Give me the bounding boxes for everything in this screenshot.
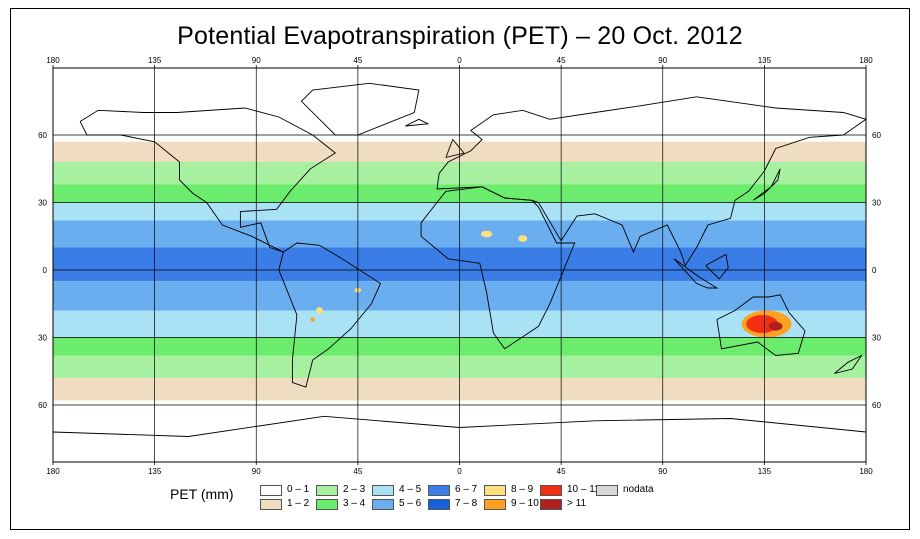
map-title: Potential Evapotranspiration (PET) – 20 … bbox=[177, 22, 743, 50]
coastline bbox=[300, 82, 420, 136]
lon-tick-label: 90 bbox=[658, 467, 667, 476]
legend-label: 7 – 8 bbox=[455, 498, 478, 509]
graticule bbox=[53, 68, 866, 462]
legend-swatch bbox=[596, 485, 618, 496]
coastline bbox=[420, 186, 576, 350]
legend-label: 2 – 3 bbox=[343, 484, 366, 495]
legend-swatch bbox=[260, 485, 282, 496]
lon-tick-label: 45 bbox=[353, 467, 362, 476]
legend-label: > 11 bbox=[567, 498, 586, 509]
legend-swatch bbox=[372, 499, 394, 510]
axis-ticks: 180 180 135 135 90 90 45 45 0 0 45 45 90 90 135 135 180 1… bbox=[38, 56, 881, 476]
lon-tick-label: 135 bbox=[148, 56, 162, 65]
coastline bbox=[79, 107, 337, 253]
pet-hotspot bbox=[310, 317, 315, 322]
lat-tick-label: 60 bbox=[38, 401, 47, 410]
legend-label: 1 – 2 bbox=[287, 498, 310, 509]
coastline bbox=[436, 96, 868, 267]
legend-swatch bbox=[484, 499, 506, 510]
legend-label: 9 – 10 bbox=[511, 498, 539, 509]
lat-tick-label: 0 bbox=[43, 266, 48, 275]
lon-tick-label: 90 bbox=[252, 56, 261, 65]
legend-label: nodata bbox=[623, 484, 654, 495]
legend-swatch bbox=[540, 485, 562, 496]
lon-tick-label: 0 bbox=[457, 467, 462, 476]
lat-tick-label: 0 bbox=[872, 266, 877, 275]
legend-swatch bbox=[316, 499, 338, 510]
pet-hotspot bbox=[480, 230, 493, 238]
lat-tick-label: 30 bbox=[38, 334, 47, 343]
lat-tick-label: 30 bbox=[872, 334, 881, 343]
lon-tick-label: 180 bbox=[859, 56, 873, 65]
lon-tick-label: 45 bbox=[557, 56, 566, 65]
lon-tick-label: 180 bbox=[859, 467, 873, 476]
lat-tick-label: 60 bbox=[872, 401, 881, 410]
lon-tick-label: 180 bbox=[46, 467, 60, 476]
coastline bbox=[278, 242, 382, 388]
legend-label: 6 – 7 bbox=[455, 484, 478, 495]
lat-tick-label: 60 bbox=[38, 131, 47, 140]
legend-swatch bbox=[316, 485, 338, 496]
coastline bbox=[673, 258, 719, 289]
legend-swatch bbox=[372, 485, 394, 496]
legend-title: PET (mm) bbox=[170, 486, 234, 502]
legend-label: 10 – 11 bbox=[567, 484, 600, 495]
legend-label: 3 – 4 bbox=[343, 498, 366, 509]
pet-hotspot bbox=[316, 307, 323, 314]
legend-label: 5 – 6 bbox=[399, 498, 422, 509]
legend-swatch bbox=[540, 499, 562, 510]
lon-tick-label: 45 bbox=[557, 467, 566, 476]
lon-tick-label: 90 bbox=[658, 56, 667, 65]
lon-tick-label: 90 bbox=[252, 467, 261, 476]
legend-swatch bbox=[260, 499, 282, 510]
legend-swatch bbox=[428, 499, 450, 510]
lon-tick-label: 135 bbox=[758, 56, 772, 65]
legend-swatch bbox=[484, 485, 506, 496]
coastline bbox=[405, 118, 430, 127]
lon-tick-label: 0 bbox=[457, 56, 462, 65]
coastline bbox=[752, 168, 781, 201]
lon-tick-label: 180 bbox=[46, 56, 60, 65]
coastline bbox=[716, 294, 806, 356]
pet-hotspots bbox=[310, 230, 792, 338]
coastline bbox=[445, 138, 465, 158]
lon-tick-label: 45 bbox=[353, 56, 362, 65]
pet-hotspot bbox=[768, 321, 783, 331]
coastline bbox=[834, 354, 863, 374]
map-frame bbox=[10, 8, 910, 530]
legend-label: 0 – 1 bbox=[287, 484, 310, 495]
map-border bbox=[52, 67, 867, 463]
lat-tick-label: 60 bbox=[872, 131, 881, 140]
lon-tick-label: 135 bbox=[758, 467, 772, 476]
lat-tick-label: 30 bbox=[38, 199, 47, 208]
legend-label: 4 – 5 bbox=[399, 484, 422, 495]
legend-label: 8 – 9 bbox=[511, 484, 534, 495]
pet-hotspot bbox=[518, 235, 528, 242]
coastline bbox=[705, 253, 729, 280]
lon-tick-label: 135 bbox=[148, 467, 162, 476]
legend-swatch bbox=[428, 485, 450, 496]
lat-tick-label: 30 bbox=[872, 199, 881, 208]
